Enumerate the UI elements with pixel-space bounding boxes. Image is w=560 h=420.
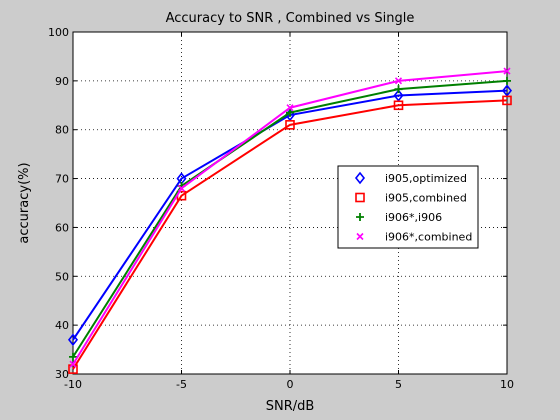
data-point <box>285 120 295 130</box>
legend-marker <box>356 232 364 241</box>
y-tick-label: 80 <box>55 124 69 137</box>
data-point <box>286 108 294 117</box>
x-tick-label: 5 <box>395 378 402 391</box>
legend-item: i905,optimized <box>354 171 467 185</box>
y-tick-label: 90 <box>55 75 69 88</box>
legend-marker <box>356 213 364 221</box>
y-tick-label: 100 <box>48 26 69 39</box>
y-tick-label: 50 <box>55 270 69 283</box>
data-point <box>394 85 403 94</box>
chart-title: Accuracy to SNR , Combined vs Single <box>166 11 415 26</box>
legend-label: i906*,combined <box>385 231 472 244</box>
legend-marker <box>355 192 365 203</box>
y-tick-label: 70 <box>55 173 69 186</box>
x-tick-label: 0 <box>287 378 294 391</box>
y-tick-label: 30 <box>55 368 69 381</box>
legend-label: i905,optimized <box>385 172 467 185</box>
data-point <box>394 77 403 85</box>
data-point <box>503 76 511 85</box>
data-point <box>503 67 511 75</box>
y-tick-label: 60 <box>55 221 69 234</box>
data-point <box>67 333 79 347</box>
x-tick-label: -10 <box>64 378 82 391</box>
data-point <box>177 184 186 192</box>
x-tick-label: 10 <box>500 378 514 391</box>
legend-item: i906*,i906 <box>356 211 442 224</box>
legend: i905,optimized i905,combined i906*,i906 i90… <box>337 165 479 249</box>
series-4 <box>69 67 511 368</box>
series-line <box>72 99 508 370</box>
y-axis-title: accuracy(%) <box>17 162 32 243</box>
data-point <box>69 352 77 361</box>
y-tick-label: 40 <box>55 319 69 332</box>
x-axis-title: SNR/dB <box>266 399 315 414</box>
series <box>67 67 513 374</box>
legend-item: i906*,combined <box>356 231 472 244</box>
x-tick-label: -5 <box>176 378 187 391</box>
data-point <box>286 104 294 112</box>
data-point <box>393 100 404 111</box>
legend-marker <box>354 171 366 185</box>
axis-ticks: -10 -5 0 5 10 30 40 50 60 70 80 90 100 <box>48 26 514 391</box>
data-point <box>502 95 512 106</box>
legend-label: i905,combined <box>385 192 467 205</box>
data-point <box>69 360 77 368</box>
legend-label: i906*,i906 <box>385 211 442 224</box>
legend-item: i905,combined <box>355 192 467 205</box>
